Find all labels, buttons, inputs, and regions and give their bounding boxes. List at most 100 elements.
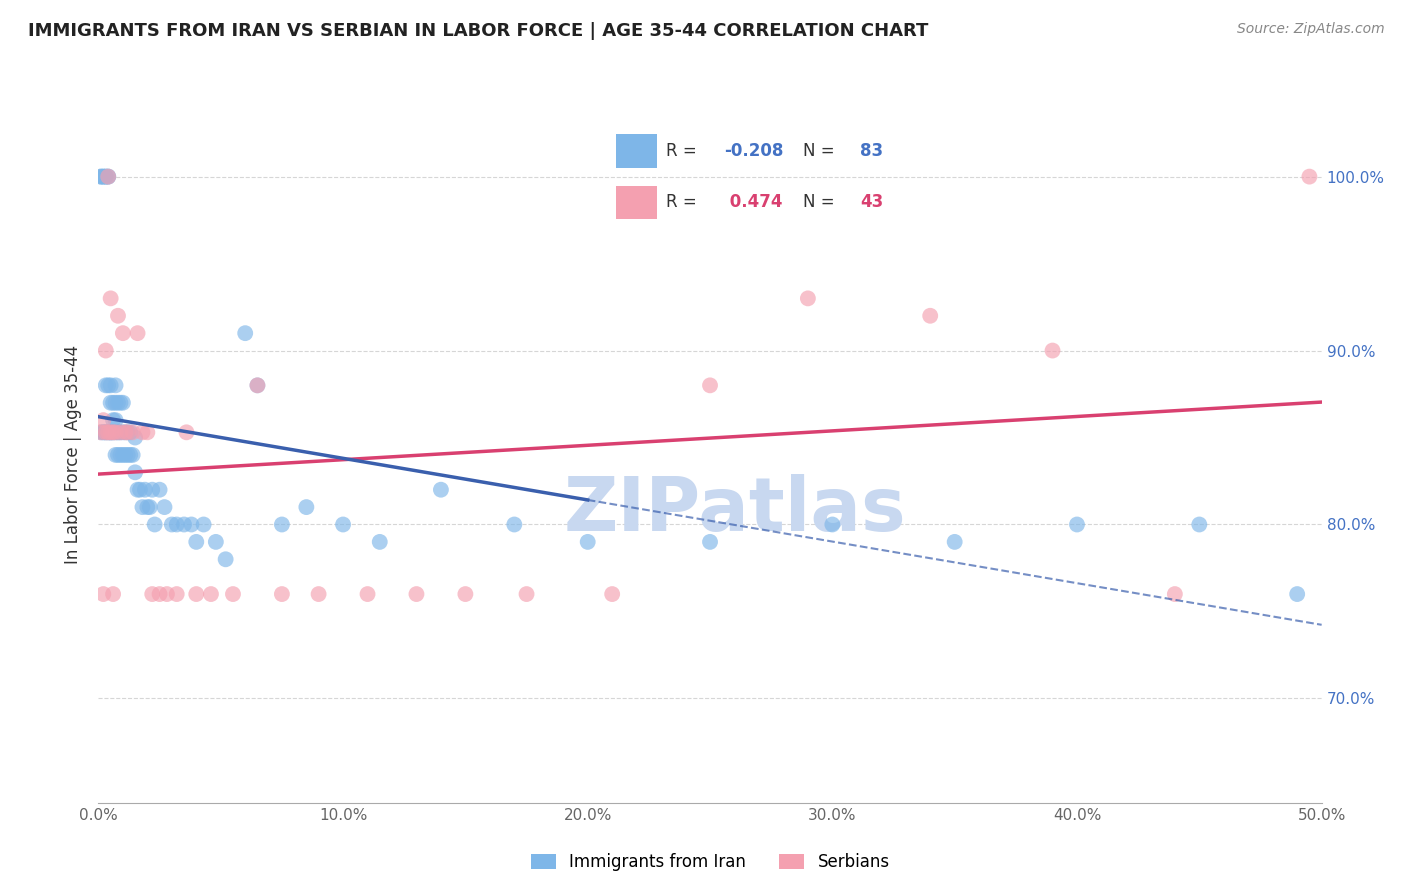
Point [120, 448, 142, 462]
Point [100, 378, 122, 392]
Point [149, 483, 172, 497]
Point [111, 326, 134, 341]
Point [94, 425, 117, 440]
Point [131, 425, 153, 440]
Point [97, 425, 120, 440]
Point [166, 517, 188, 532]
Point [186, 534, 208, 549]
Point [156, 587, 179, 601]
Point [117, 448, 139, 462]
Point [821, 517, 844, 532]
Text: IMMIGRANTS FROM IRAN VS SERBIAN IN LABOR FORCE | AGE 35-44 CORRELATION CHART: IMMIGRANTS FROM IRAN VS SERBIAN IN LABOR… [28, 22, 928, 40]
Point [295, 500, 318, 514]
Point [139, 500, 162, 514]
Point [131, 500, 153, 514]
Point [110, 448, 132, 462]
Point [134, 483, 156, 497]
Point [111, 396, 134, 410]
Point [104, 425, 127, 440]
Point [90, 169, 112, 184]
Point [94, 378, 117, 392]
Point [166, 587, 188, 601]
Point [91, 169, 114, 184]
Y-axis label: In Labor Force | Age 35-44: In Labor Force | Age 35-44 [65, 345, 83, 565]
Point [120, 425, 142, 440]
Point [117, 425, 139, 440]
Point [104, 413, 127, 427]
Point [136, 500, 159, 514]
Point [104, 448, 127, 462]
Point [101, 425, 124, 440]
Point [107, 425, 129, 440]
Point [173, 517, 195, 532]
Point [129, 483, 152, 497]
Point [121, 425, 143, 440]
Point [104, 425, 127, 440]
Point [180, 517, 202, 532]
Point [101, 425, 124, 440]
Point [368, 534, 391, 549]
Point [356, 587, 378, 601]
Text: 0.474: 0.474 [724, 194, 782, 211]
Point [97, 169, 120, 184]
Point [94, 425, 117, 440]
Point [124, 431, 146, 445]
Point [90, 169, 112, 184]
Point [943, 534, 966, 549]
Point [1298, 169, 1320, 184]
Text: -0.208: -0.208 [724, 142, 783, 160]
Point [430, 483, 453, 497]
Point [246, 378, 269, 392]
Text: R =: R = [666, 142, 703, 160]
Point [114, 425, 136, 440]
Point [101, 413, 124, 427]
Point [110, 425, 132, 440]
Point [1188, 517, 1211, 532]
Point [124, 466, 146, 480]
Text: Source: ZipAtlas.com: Source: ZipAtlas.com [1237, 22, 1385, 37]
Point [127, 326, 149, 341]
Text: 43: 43 [860, 194, 884, 211]
Text: R =: R = [666, 194, 703, 211]
Point [233, 326, 256, 341]
Point [91, 587, 114, 601]
Point [149, 587, 172, 601]
Point [405, 587, 427, 601]
Point [100, 396, 122, 410]
Point [107, 396, 129, 410]
Point [114, 425, 136, 440]
Bar [616, 186, 657, 219]
Point [332, 517, 354, 532]
Point [600, 587, 623, 601]
Point [100, 425, 122, 440]
Point [107, 448, 129, 462]
Point [141, 587, 163, 601]
Point [246, 378, 269, 392]
Point [136, 425, 159, 440]
Point [503, 517, 526, 532]
Point [699, 534, 721, 549]
Point [515, 587, 537, 601]
Text: N =: N = [803, 142, 841, 160]
Point [104, 396, 127, 410]
Point [100, 425, 122, 440]
Point [111, 448, 134, 462]
Point [107, 425, 129, 440]
Point [97, 169, 120, 184]
Point [576, 534, 599, 549]
Point [101, 425, 124, 440]
Point [270, 587, 294, 601]
Point [101, 587, 124, 601]
Point [117, 425, 139, 440]
Point [176, 425, 198, 440]
Point [699, 378, 721, 392]
Point [97, 169, 120, 184]
Point [97, 425, 120, 440]
Point [91, 425, 114, 440]
Point [110, 425, 132, 440]
Point [920, 309, 942, 323]
Point [97, 378, 120, 392]
Point [1164, 587, 1187, 601]
Text: 83: 83 [860, 142, 883, 160]
Point [100, 425, 122, 440]
